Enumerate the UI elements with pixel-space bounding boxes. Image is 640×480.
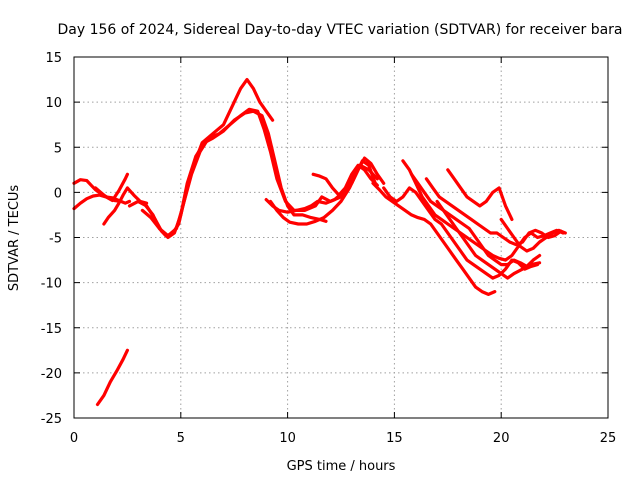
series-line-track-j bbox=[264, 156, 386, 214]
y-tick-label: -15 bbox=[41, 322, 62, 337]
series-line-track-s bbox=[499, 217, 567, 253]
series-line-track-o bbox=[409, 172, 542, 268]
y-tick-label: -20 bbox=[41, 367, 62, 382]
series-line-track-q bbox=[435, 199, 542, 280]
x-axis-label: GPS time / hours bbox=[287, 459, 396, 474]
x-tick-label: 25 bbox=[600, 431, 617, 446]
chart-title: Day 156 of 2024, Sidereal Day-to-day VTE… bbox=[57, 22, 622, 38]
y-tick-label: 15 bbox=[45, 51, 62, 66]
x-tick-label: 5 bbox=[177, 431, 185, 446]
series-line-track-e bbox=[95, 348, 130, 407]
y-tick-label: 5 bbox=[54, 141, 62, 156]
series-line-track-l bbox=[371, 181, 497, 296]
y-tick-label: -5 bbox=[49, 232, 62, 247]
series-line-track-r bbox=[446, 168, 514, 221]
series-line-track-c bbox=[102, 186, 149, 226]
y-tick-label: 0 bbox=[54, 186, 62, 201]
y-tick-label: 10 bbox=[45, 96, 62, 111]
x-tick-label: 15 bbox=[386, 431, 403, 446]
y-axis-label: SDTVAR / TECUs bbox=[7, 185, 22, 292]
series-line-track-p bbox=[424, 177, 563, 247]
y-tick-label: -25 bbox=[41, 412, 62, 427]
x-tick-label: 10 bbox=[279, 431, 296, 446]
y-tick-label: -10 bbox=[41, 277, 62, 292]
x-tick-label: 20 bbox=[493, 431, 510, 446]
series-line-track-d bbox=[93, 172, 130, 203]
series-line-track-k bbox=[311, 163, 379, 197]
tick-layer: 0 5 10 15 20 25 -25 -20 -15 -10 -5 0 5 10 15 bbox=[41, 51, 617, 446]
x-tick-label: 0 bbox=[70, 431, 78, 446]
series-layer bbox=[72, 77, 567, 407]
